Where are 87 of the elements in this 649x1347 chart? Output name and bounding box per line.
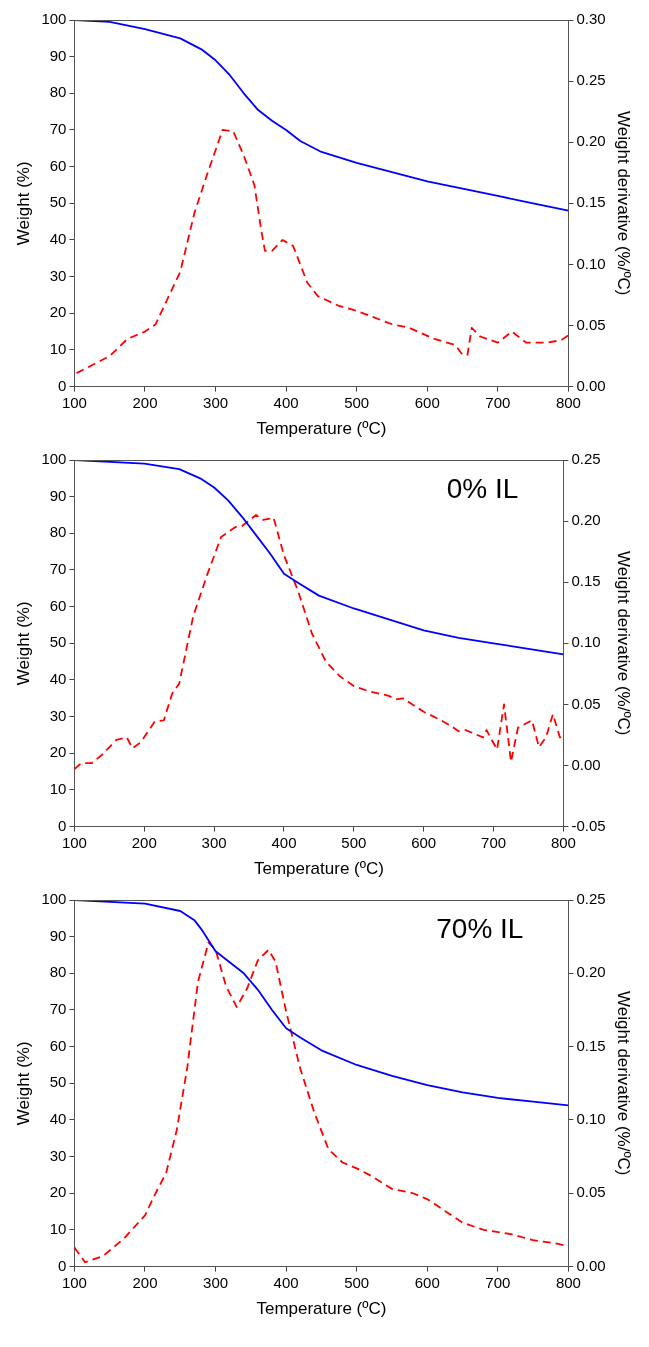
x-tick-label: 400 [271, 833, 297, 851]
y-tick-label: 0 [58, 816, 67, 834]
y-tick-label: 30 [49, 266, 67, 284]
x-tick-label: 200 [132, 1273, 158, 1291]
y2-tick-label: 0.25 [576, 71, 606, 89]
y-tick-label: 70 [49, 560, 67, 578]
y2-axis-title: Weight derivative (%/ºC) [614, 991, 634, 1176]
y2-tick-label: 0.10 [571, 633, 601, 651]
line-series [74, 514, 564, 771]
y-tick-label: 20 [49, 303, 67, 321]
y-tick-label: 20 [49, 743, 67, 761]
x-tick-label: 300 [203, 393, 229, 411]
y2-tick-label: 0.15 [576, 1036, 606, 1054]
y-tick-label: 100 [41, 10, 67, 28]
x-tick-label: 800 [555, 393, 581, 411]
y2-tick-label: 0.10 [576, 254, 606, 272]
y2-tick-label: 0.15 [576, 193, 606, 211]
y-tick-label: 60 [49, 1036, 67, 1054]
y-tick-label: 40 [49, 1110, 67, 1128]
y-axis-title: Weight (%) [13, 161, 33, 246]
y2-tick-label: 0.20 [576, 132, 606, 150]
x-tick-label: 500 [344, 393, 370, 411]
y-tick-label: 80 [49, 523, 67, 541]
y-tick-label: 100 [41, 450, 67, 468]
x-tick-label: 800 [550, 833, 576, 851]
x-tick-label: 600 [414, 1273, 440, 1291]
y-tick-label: 90 [49, 926, 67, 944]
y2-tick-label: 0.20 [576, 963, 606, 981]
x-tick-label: 700 [481, 833, 507, 851]
text: 0% IL [446, 472, 519, 504]
y2-tick-label: 0.05 [571, 694, 601, 712]
y-tick-label: 20 [49, 1183, 67, 1201]
y2-tick-label: 0.00 [576, 1256, 606, 1274]
y-tick-label: 60 [49, 596, 67, 614]
x-tick-label: 500 [344, 1273, 370, 1291]
text: 70% IL [436, 912, 524, 944]
y2-tick-label: 0.15 [571, 572, 601, 590]
y2-tick-label: 0.20 [571, 511, 601, 529]
x-tick-label: 600 [411, 833, 437, 851]
x-tick-label: 600 [414, 393, 440, 411]
y-tick-label: 90 [49, 486, 67, 504]
y2-tick-label: 0.00 [571, 755, 601, 773]
y-tick-label: 10 [49, 1220, 67, 1238]
y-tick-label: 40 [49, 670, 67, 688]
y2-axis-title: Weight derivative (%/ºC) [614, 111, 634, 296]
x-tick-label: 300 [201, 833, 227, 851]
y-tick-label: 10 [49, 340, 67, 358]
x-axis-title: Temperature (ºC) [253, 859, 384, 879]
y-tick-label: 90 [49, 46, 67, 64]
x-tick-label: 400 [273, 393, 299, 411]
y-tick-label: 30 [49, 1146, 67, 1164]
y2-axis-title: Weight derivative (%/ºC) [614, 551, 634, 736]
x-tick-label: 800 [555, 1273, 581, 1291]
y-tick-label: 80 [49, 963, 67, 981]
y2-tick-label: 0.10 [576, 1110, 606, 1128]
y2-tick-label: 0.25 [571, 450, 601, 468]
y2-tick-label: 0.05 [576, 1183, 606, 1201]
y-tick-label: 100 [41, 890, 67, 908]
y2-tick-label: 0.05 [576, 315, 606, 333]
x-tick-label: 700 [485, 1273, 511, 1291]
y-tick-label: 50 [49, 1073, 67, 1091]
y-axis-title: Weight (%) [13, 1041, 33, 1126]
x-tick-label: 300 [203, 1273, 229, 1291]
y-tick-label: 40 [49, 230, 67, 248]
y-tick-label: 10 [49, 780, 67, 798]
y-tick-label: 30 [49, 706, 67, 724]
x-tick-label: 200 [131, 833, 157, 851]
line-series [75, 129, 569, 375]
x-tick-label: 200 [132, 393, 158, 411]
x-axis-title: Temperature (ºC) [256, 419, 387, 439]
y-tick-label: 70 [49, 120, 67, 138]
y-tick-label: 60 [49, 156, 67, 174]
x-tick-label: 500 [341, 833, 367, 851]
y-tick-label: 0 [58, 376, 67, 394]
y2-tick-label: 0.25 [576, 890, 606, 908]
y-tick-label: 50 [49, 193, 67, 211]
y-axis-title: Weight (%) [13, 601, 33, 686]
y2-tick-label: -0.05 [571, 816, 606, 834]
y-tick-label: 50 [49, 633, 67, 651]
x-axis-title: Temperature (ºC) [256, 1299, 387, 1319]
y-tick-label: 80 [49, 83, 67, 101]
y-tick-label: 70 [49, 1000, 67, 1018]
x-tick-label: 700 [485, 393, 511, 411]
y2-tick-label: 0.00 [576, 376, 606, 394]
y-tick-label: 0 [58, 1256, 67, 1274]
y2-tick-label: 0.30 [576, 10, 606, 28]
x-tick-label: 400 [273, 1273, 299, 1291]
